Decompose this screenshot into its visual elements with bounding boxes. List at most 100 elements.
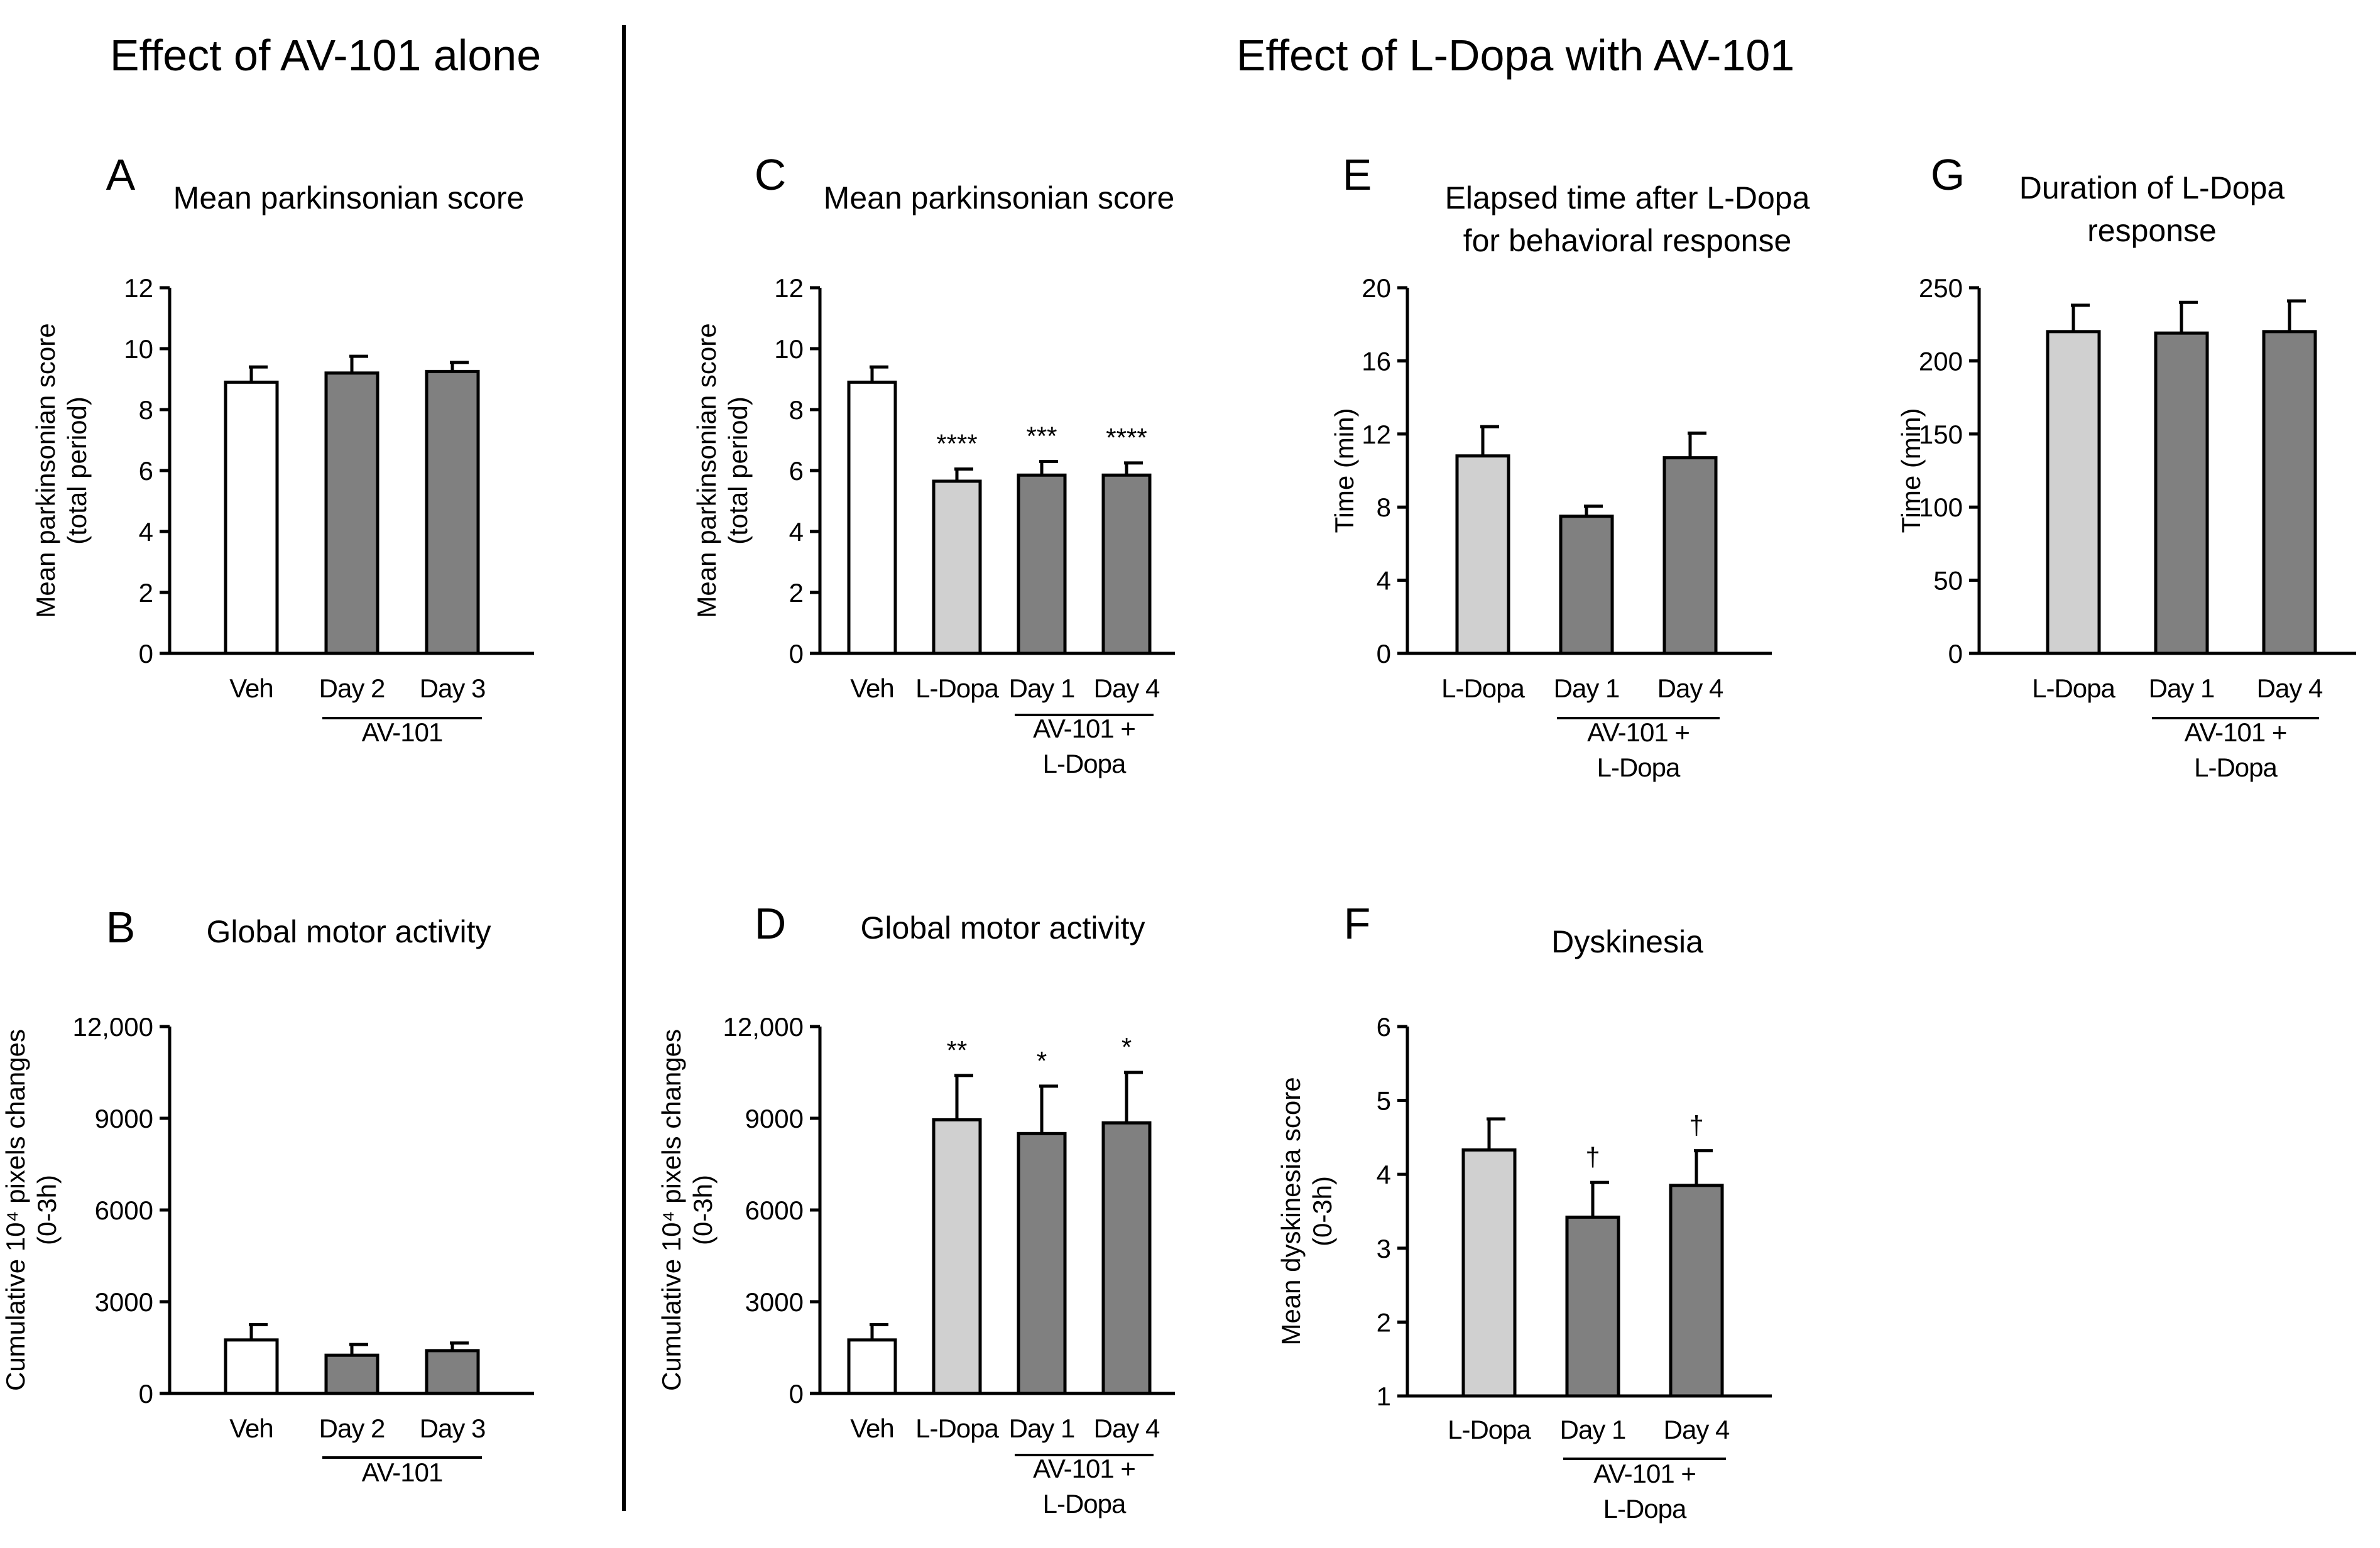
bar-day-1 bbox=[1017, 473, 1067, 655]
y-tick-label: 9000 bbox=[95, 1104, 153, 1133]
category-label: Day 1 bbox=[1009, 673, 1075, 703]
y-tick-label: 0 bbox=[1948, 639, 1963, 668]
bar-day-4 bbox=[1101, 473, 1152, 655]
y-axis-label: (total period) bbox=[62, 396, 92, 545]
significance-marker: ** bbox=[947, 1035, 968, 1065]
panel-letter: F bbox=[1344, 899, 1371, 948]
bar-day-1 bbox=[1017, 1131, 1067, 1395]
y-tick-label: 8 bbox=[1377, 493, 1391, 522]
y-axis-label: (0-3h) bbox=[688, 1175, 718, 1245]
category-label: Day 1 bbox=[1554, 673, 1620, 703]
panel-letter: D bbox=[755, 899, 787, 948]
y-tick-label: 3000 bbox=[745, 1287, 804, 1317]
y-tick-label: 1 bbox=[1377, 1382, 1391, 1411]
bar-veh bbox=[224, 380, 279, 655]
y-tick-label: 4 bbox=[1377, 566, 1391, 596]
bar-day-1 bbox=[2154, 331, 2209, 655]
bar-day-4 bbox=[2262, 330, 2317, 655]
panel-a: A Mean parkinsonian score 0 2 4 6 8 10 12 Mean pa… bbox=[31, 150, 534, 747]
category-label: Day 4 bbox=[1664, 1415, 1730, 1444]
category-label: L-Dopa bbox=[1441, 673, 1525, 703]
y-tick-label: 4 bbox=[139, 517, 153, 547]
category-label: Day 4 bbox=[1094, 673, 1160, 703]
panel-e: E Elapsed time after L-Dopa for behavioral… bbox=[1329, 150, 1810, 782]
panel-title: Global motor activity bbox=[861, 910, 1145, 946]
y-tick-label: 100 bbox=[1919, 493, 1963, 522]
category-label: Day 4 bbox=[2257, 673, 2323, 703]
y-tick-label: 8 bbox=[789, 395, 804, 425]
group-label: L-Dopa bbox=[1043, 1489, 1127, 1518]
panel-f: F Dyskinesia 1 2 3 4 5 6 Mean dyskinesia score (0… bbox=[1276, 899, 1772, 1523]
y-tick-label: 4 bbox=[1377, 1160, 1391, 1189]
y-axis-label: Time (min) bbox=[1329, 408, 1359, 533]
y-tick-label: 10 bbox=[124, 334, 153, 364]
category-label: L-Dopa bbox=[915, 673, 999, 703]
y-tick-label: 10 bbox=[774, 334, 804, 364]
y-tick-label: 16 bbox=[1362, 346, 1391, 376]
bar-l-dopa bbox=[1455, 454, 1510, 655]
panel-letter: E bbox=[1343, 150, 1372, 199]
y-tick-label: 3 bbox=[1377, 1234, 1391, 1263]
panel-title: Dyskinesia bbox=[1551, 924, 1703, 959]
category-label: Day 2 bbox=[319, 1414, 385, 1443]
y-tick-label: 200 bbox=[1919, 346, 1963, 376]
y-tick-label: 12 bbox=[1362, 420, 1391, 449]
group-label: AV-101 + bbox=[1587, 717, 1689, 747]
significance-marker: * bbox=[1122, 1032, 1132, 1062]
y-tick-label: 12 bbox=[124, 273, 153, 303]
panel-title: Elapsed time after L-Dopa bbox=[1445, 180, 1810, 215]
bar-day-4 bbox=[1669, 1184, 1724, 1398]
panel-letter: G bbox=[1931, 150, 1965, 199]
y-axis-label: Mean parkinsonian score bbox=[31, 323, 60, 618]
y-tick-label: 0 bbox=[139, 639, 153, 668]
significance-marker: * bbox=[1037, 1046, 1047, 1076]
bar-day-3 bbox=[425, 1349, 480, 1395]
y-tick-label: 3000 bbox=[95, 1287, 153, 1317]
bar-day-3 bbox=[425, 369, 480, 655]
y-tick-label: 2 bbox=[1377, 1307, 1391, 1337]
section-title-left: Effect of AV-101 alone bbox=[110, 31, 541, 80]
y-tick-label: 6000 bbox=[95, 1196, 153, 1225]
category-label: Veh bbox=[850, 673, 893, 703]
y-tick-label: 12 bbox=[774, 273, 804, 303]
bar-day-4 bbox=[1101, 1121, 1152, 1395]
section-title-right: Effect of L-Dopa with AV-101 bbox=[1236, 31, 1795, 80]
category-label: Veh bbox=[229, 1414, 273, 1443]
panel-letter: A bbox=[106, 150, 136, 199]
category-label: L-Dopa bbox=[1448, 1415, 1531, 1444]
category-label: Veh bbox=[229, 673, 273, 703]
panel-b: B Global motor activity 0 3000 6000 9000 12,00… bbox=[1, 903, 534, 1487]
panel-g: G Duration of L-Dopa response 0 50 100 150 200 2… bbox=[1896, 150, 2356, 782]
category-label: Day 1 bbox=[2149, 673, 2215, 703]
significance-marker: *** bbox=[1026, 421, 1057, 450]
panel-title: response bbox=[2087, 213, 2217, 248]
y-tick-label: 2 bbox=[139, 578, 153, 608]
bar-l-dopa bbox=[932, 479, 982, 655]
bar-l-dopa bbox=[2046, 330, 2101, 655]
category-label: Veh bbox=[850, 1414, 893, 1443]
group-label: L-Dopa bbox=[2194, 753, 2278, 782]
category-label: Day 4 bbox=[1094, 1414, 1160, 1443]
y-tick-label: 4 bbox=[789, 517, 804, 547]
significance-marker: † bbox=[1585, 1142, 1600, 1172]
panel-letter: C bbox=[755, 150, 787, 199]
y-axis-label: Cumulative 10⁴ pixels changes bbox=[1, 1029, 30, 1391]
y-tick-label: 6 bbox=[789, 456, 804, 486]
y-tick-label: 50 bbox=[1933, 566, 1963, 596]
bar-veh bbox=[224, 1338, 279, 1395]
significance-marker: † bbox=[1689, 1111, 1703, 1140]
panel-d: D Global motor activity 0 3000 6000 9000 12,00… bbox=[657, 899, 1175, 1518]
bar-l-dopa bbox=[1461, 1148, 1517, 1398]
group-label: L-Dopa bbox=[1043, 749, 1127, 778]
panel-letter: B bbox=[106, 903, 136, 952]
y-tick-label: 6000 bbox=[745, 1196, 804, 1225]
panel-title: for behavioral response bbox=[1463, 223, 1792, 258]
bar-veh bbox=[847, 1338, 897, 1395]
y-tick-label: 250 bbox=[1919, 273, 1963, 303]
group-label: L-Dopa bbox=[1603, 1494, 1687, 1523]
panel-title: Global motor activity bbox=[207, 914, 491, 949]
category-label: Day 4 bbox=[1657, 673, 1723, 703]
y-tick-label: 0 bbox=[789, 1379, 804, 1409]
y-tick-label: 9000 bbox=[745, 1104, 804, 1133]
